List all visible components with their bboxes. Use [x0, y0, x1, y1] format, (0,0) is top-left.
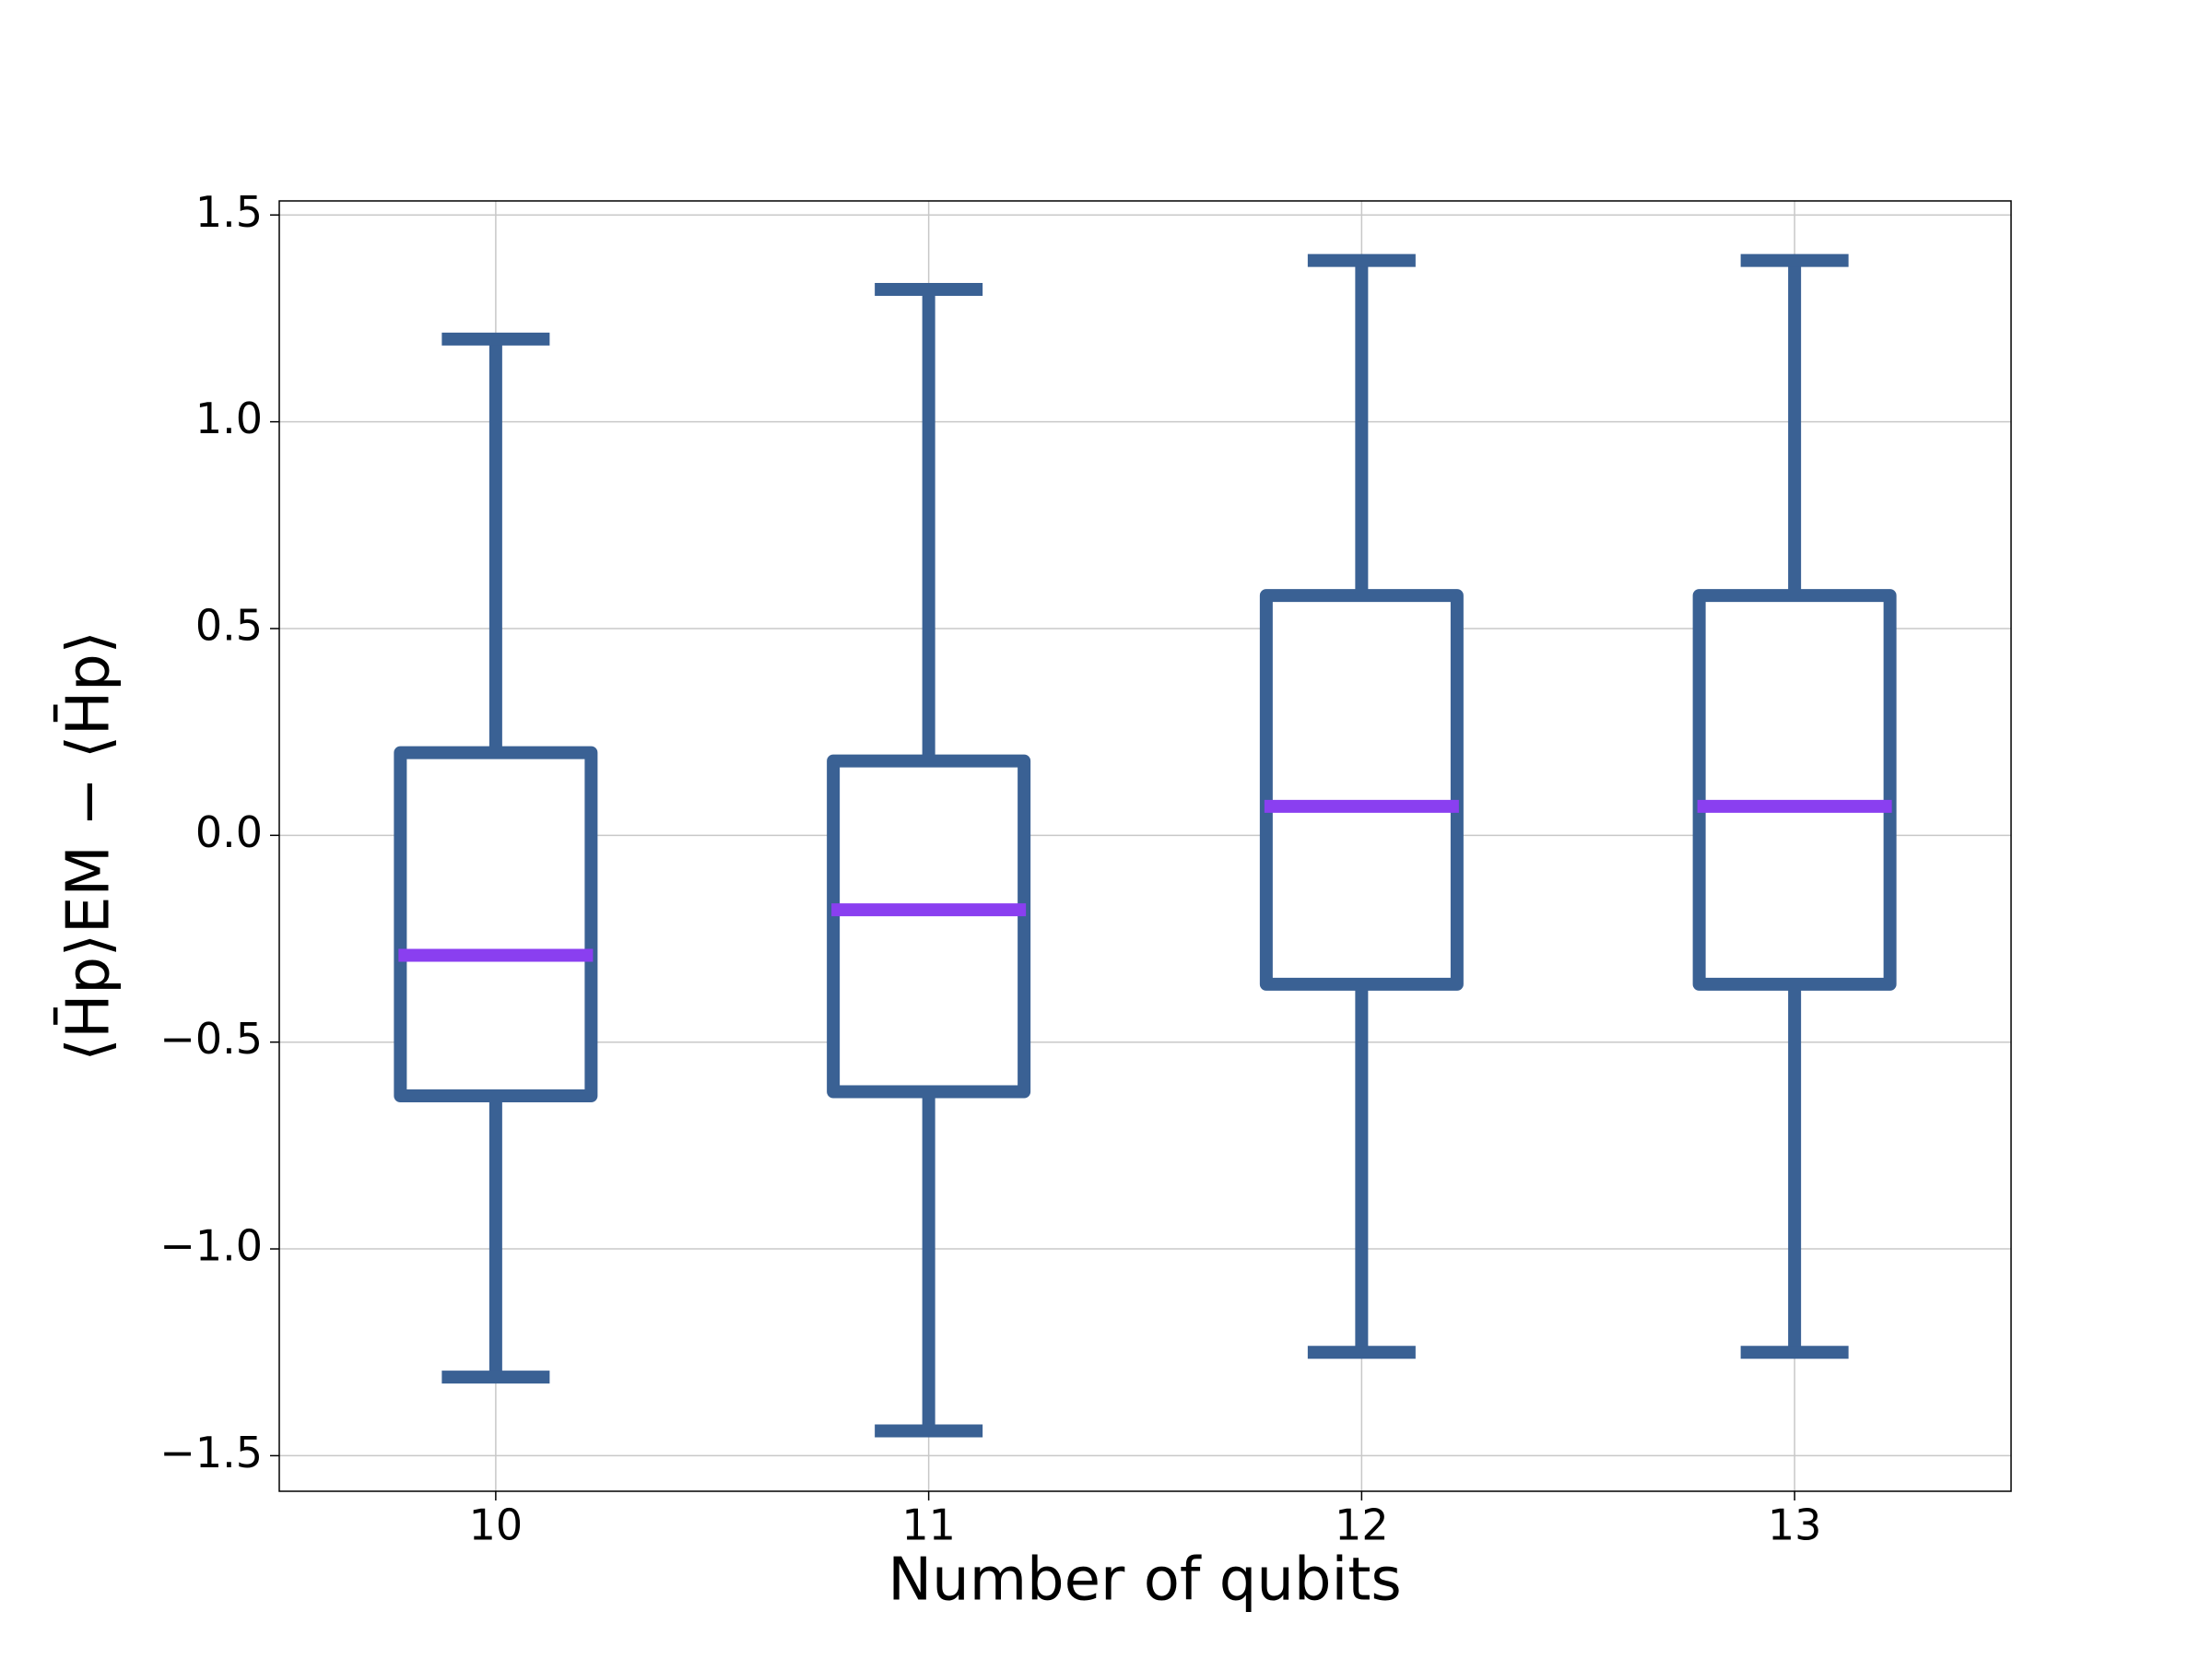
x-tick-label: 10: [469, 1500, 524, 1550]
y-tick-label: 1.5: [195, 187, 263, 237]
y-axis-label: ⟨H̄p⟩EM − ⟨H̄p⟩: [53, 630, 124, 1061]
box: [1259, 589, 1464, 991]
x-axis-label: Number of qubits: [888, 1547, 1402, 1615]
box: [1692, 589, 1897, 991]
x-tick-label: 11: [901, 1500, 956, 1550]
x-tick-label: 13: [1768, 1500, 1822, 1550]
y-tick-label: 0.0: [195, 807, 263, 857]
x-tick-label: 12: [1335, 1500, 1389, 1550]
y-tick-label: 0.5: [195, 600, 263, 650]
plot-frame: [278, 200, 2012, 1492]
y-tick-label: 1.0: [195, 394, 263, 443]
y-tick-label: −1.5: [159, 1428, 263, 1477]
y-tick-label: −1.0: [159, 1221, 263, 1271]
box: [827, 754, 1031, 1099]
box: [394, 746, 598, 1103]
y-tick-label: −0.5: [159, 1014, 263, 1064]
